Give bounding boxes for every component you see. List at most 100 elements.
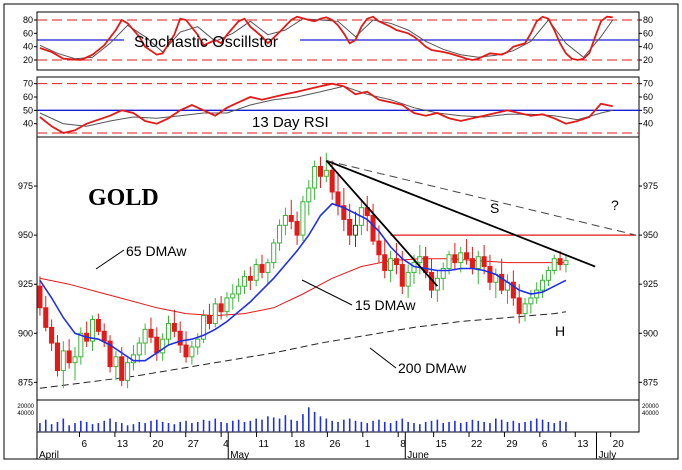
candle-body	[130, 354, 136, 364]
outer-border	[3, 3, 679, 460]
x-tick-label: 1	[365, 439, 371, 450]
candle-body	[160, 338, 166, 354]
candle-body	[563, 260, 569, 266]
dma15-pointer	[301, 279, 353, 306]
candle-body	[60, 350, 66, 372]
candle-body	[481, 256, 487, 268]
candle-body	[201, 315, 207, 340]
x-month-label: June	[407, 450, 429, 461]
candle-body	[499, 273, 505, 291]
x-tick-label: 11	[259, 439, 270, 450]
candle-body	[218, 303, 224, 313]
rsi-tick-label-right: 70	[643, 79, 653, 89]
rsi-label: 13 Day RSI	[252, 114, 329, 131]
candle-body	[341, 205, 347, 220]
candle-body	[306, 187, 312, 203]
candle-body	[376, 240, 382, 256]
x-tick-label: 27	[188, 439, 200, 450]
candle-body	[475, 256, 481, 269]
price-panel	[37, 152, 637, 389]
candle-body	[253, 264, 259, 281]
x-tick-label: 18	[294, 439, 306, 450]
price-tick-label-left: 875	[18, 377, 33, 387]
candle-body	[183, 344, 189, 358]
question-label: ?	[611, 197, 619, 213]
axes: 20 20 40 40 60 60 80 80 40 40 50 50 60 60 70 70 875 875 90…	[17, 15, 659, 461]
candle-body	[347, 218, 353, 236]
x-tick-label: 20	[613, 439, 625, 450]
candle-body	[277, 224, 283, 244]
candle-body	[405, 271, 411, 287]
candle-body	[125, 362, 131, 381]
candle-body	[551, 258, 557, 271]
candle-body	[288, 215, 294, 222]
trendline	[325, 159, 596, 268]
candle-body	[148, 328, 154, 338]
candle-body	[300, 201, 306, 236]
volume-panel	[39, 407, 567, 432]
h-label: H	[555, 323, 565, 339]
candle-body	[317, 165, 324, 177]
price-tick-label-right: 975	[643, 181, 658, 191]
price-tick-label-right: 900	[643, 328, 658, 338]
price-tick-label-right: 925	[643, 279, 658, 289]
candle-body	[464, 252, 470, 260]
candle-body	[72, 356, 78, 364]
candle-body	[49, 326, 55, 344]
stochastic-tick-label-right: 40	[643, 42, 653, 52]
candle-body	[323, 169, 329, 177]
candle-body	[557, 258, 563, 266]
candle-body	[206, 315, 212, 324]
rsi-tick-label-left: 70	[23, 79, 33, 89]
price-tick-label-left: 975	[18, 181, 33, 191]
candle-body	[43, 307, 49, 328]
candle-body	[294, 220, 300, 236]
rsi-tick-label-left: 60	[23, 92, 33, 102]
candle-body	[458, 252, 464, 264]
x-tick-label: 13	[577, 439, 589, 450]
candle-body	[399, 264, 405, 287]
candle-body	[230, 293, 236, 299]
x-tick-label: 13	[117, 439, 129, 450]
candle-body	[312, 165, 318, 189]
candle-body	[241, 275, 248, 287]
dma65-pointer	[95, 249, 125, 270]
candle-body	[265, 262, 271, 273]
candle-body	[393, 258, 399, 266]
candle-body	[195, 338, 201, 348]
s-label: S	[490, 200, 499, 216]
price-tick-label-left: 950	[18, 230, 33, 240]
candle-body	[382, 254, 388, 271]
candle-body	[452, 254, 458, 264]
candle-body	[154, 336, 160, 354]
candle-body	[212, 303, 218, 324]
candle-body	[107, 340, 113, 368]
candle-body	[370, 215, 376, 242]
candle-body	[352, 224, 359, 236]
candle-body	[487, 266, 493, 283]
rsi-tick-label-right: 60	[643, 92, 653, 102]
x-tick-label: 20	[152, 439, 164, 450]
x-tick-label: 4	[223, 439, 229, 450]
candle-body	[329, 169, 335, 193]
candle-body	[136, 342, 142, 356]
candle-body	[171, 322, 177, 332]
candle-body	[510, 281, 516, 299]
candle-body	[446, 254, 452, 270]
stochastic-tick-label-left: 60	[23, 28, 33, 38]
stochastic-label: Stochastic Oscillstor	[134, 34, 279, 51]
trendline	[326, 160, 637, 236]
candle-body	[224, 297, 230, 313]
stochastic-tick-label-right: 20	[643, 55, 653, 65]
stochastic-k-line	[39, 15, 613, 61]
stochastic-d-line	[39, 18, 614, 60]
chart-title: GOLD	[88, 185, 159, 211]
rsi-line	[39, 82, 613, 134]
candle-body	[119, 356, 125, 381]
x-tick-label: 26	[329, 439, 341, 450]
x-month-label: July	[599, 450, 617, 461]
price-tick-label-right: 950	[643, 230, 658, 240]
price-tick-label-right: 875	[643, 377, 658, 387]
